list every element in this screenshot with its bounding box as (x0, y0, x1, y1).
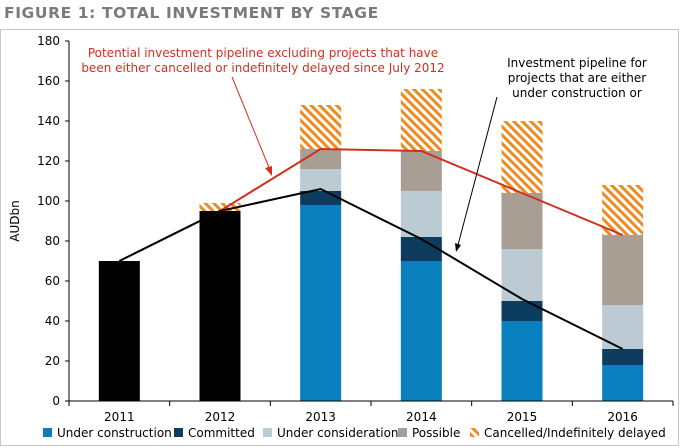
bar-historical-2012 (199, 211, 241, 401)
bar-committed-2015 (501, 301, 543, 321)
legend-label-under_consideration: Under consideration (277, 426, 399, 440)
legend-swatch-cancelled (470, 428, 479, 437)
x-tick-label-2015: 2015 (507, 410, 538, 424)
legend-label-committed: Committed (188, 426, 255, 440)
bar-cancelled-2012 (199, 203, 241, 211)
x-tick-label-2014: 2014 (406, 410, 437, 424)
annotation-red-line-1: been either cancelled or indefinitely de… (81, 61, 444, 75)
y-tick-label-140: 140 (37, 114, 60, 128)
bar-under_consideration-2014 (400, 191, 442, 237)
bar-under_construction-2013 (300, 205, 342, 401)
legend-label-cancelled: Cancelled/Indefinitely delayed (484, 426, 666, 440)
bar-under_construction-2016 (602, 365, 644, 401)
x-tick-label-2012: 2012 (205, 410, 236, 424)
figure-title: FIGURE 1: TOTAL INVESTMENT BY STAGE (4, 4, 379, 22)
x-tick-label-2011: 2011 (104, 410, 135, 424)
legend-swatch-committed (174, 428, 183, 437)
y-tick-label-80: 80 (45, 234, 60, 248)
annotation-black-line-0: Investment pipeline for (507, 56, 647, 70)
x-tick-label-2016: 2016 (607, 410, 638, 424)
legend-swatch-under_construction (43, 428, 52, 437)
legend-swatch-under_consideration (263, 428, 272, 437)
y-tick-label-60: 60 (45, 274, 60, 288)
bar-committed-2014 (400, 237, 442, 261)
y-axis-label: AUDbn (8, 200, 22, 241)
bar-possible-2015 (501, 193, 543, 249)
bar-under_construction-2015 (501, 321, 543, 401)
legend-label-under_construction: Under construction (57, 426, 172, 440)
legend-label-possible: Possible (412, 426, 460, 440)
y-tick-label-160: 160 (37, 74, 60, 88)
bar-cancelled-2014 (400, 89, 442, 151)
annotation-black-line-2: under construction or (512, 86, 642, 100)
x-tick-label-2013: 2013 (305, 410, 336, 424)
annotation-red-arrowhead (265, 166, 272, 176)
y-tick-label-20: 20 (45, 354, 60, 368)
y-tick-label-0: 0 (52, 394, 60, 408)
bar-cancelled-2013 (300, 105, 342, 149)
y-tick-label-180: 180 (37, 34, 60, 48)
bar-committed-2016 (602, 349, 644, 365)
bar-possible-2016 (602, 235, 644, 305)
line-red_line (118, 147, 624, 262)
annotation-black-leader (457, 96, 498, 246)
bar-under_consideration-2013 (300, 169, 342, 191)
y-tick-label-120: 120 (37, 154, 60, 168)
bar-historical-2011 (98, 261, 140, 401)
chart-frame (0, 29, 679, 446)
bar-cancelled-2015 (501, 121, 543, 193)
annotation-red-line-0: Potential investment pipeline excluding … (88, 46, 438, 60)
annotation-red-leader (231, 76, 271, 171)
y-tick-label-40: 40 (45, 314, 60, 328)
bar-under_construction-2014 (400, 261, 442, 401)
bar-possible-2013 (300, 149, 342, 169)
annotation-black-arrowhead (455, 243, 461, 252)
y-tick-label-100: 100 (37, 194, 60, 208)
annotation-black-line-1: projects that are either (508, 71, 647, 85)
bar-cancelled-2016 (602, 185, 644, 235)
line-black_line (118, 187, 624, 350)
legend-swatch-possible (398, 428, 407, 437)
bar-under_consideration-2015 (501, 249, 543, 301)
